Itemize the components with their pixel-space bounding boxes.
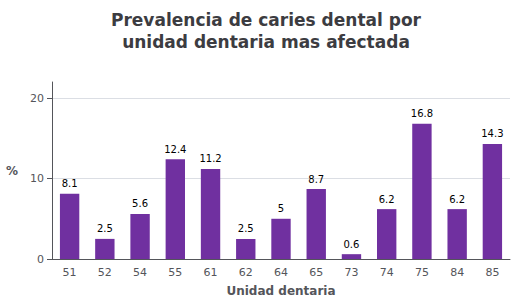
svg-text:12.4: 12.4 <box>164 144 186 155</box>
svg-text:84: 84 <box>450 266 464 279</box>
svg-text:8.1: 8.1 <box>62 178 78 189</box>
svg-text:0.6: 0.6 <box>344 239 360 250</box>
svg-text:11.2: 11.2 <box>199 153 221 164</box>
svg-text:75: 75 <box>415 266 429 279</box>
svg-text:52: 52 <box>98 266 112 279</box>
svg-text:Unidad dentaria: Unidad dentaria <box>226 284 335 298</box>
svg-text:unidad dentaria mas afectada: unidad dentaria mas afectada <box>122 32 410 52</box>
svg-text:14.3: 14.3 <box>481 128 503 139</box>
svg-text:51: 51 <box>63 266 77 279</box>
svg-text:16.8: 16.8 <box>411 108 433 119</box>
svg-text:65: 65 <box>309 266 323 279</box>
svg-text:62: 62 <box>239 266 253 279</box>
svg-text:20: 20 <box>30 92 44 105</box>
svg-text:%: % <box>6 164 18 178</box>
svg-text:61: 61 <box>204 266 218 279</box>
svg-text:73: 73 <box>344 266 358 279</box>
svg-text:74: 74 <box>380 266 394 279</box>
svg-text:5: 5 <box>278 203 284 214</box>
svg-text:85: 85 <box>485 266 499 279</box>
svg-text:0: 0 <box>37 253 44 266</box>
svg-text:2.5: 2.5 <box>238 223 254 234</box>
svg-text:10: 10 <box>30 172 44 185</box>
svg-text:6.2: 6.2 <box>449 194 465 205</box>
svg-text:Prevalencia de caries dental p: Prevalencia de caries dental por <box>111 10 422 30</box>
svg-text:8.7: 8.7 <box>308 174 324 185</box>
svg-text:5.6: 5.6 <box>132 198 148 209</box>
svg-text:6.2: 6.2 <box>379 194 395 205</box>
svg-text:2.5: 2.5 <box>97 223 113 234</box>
svg-text:64: 64 <box>274 266 288 279</box>
svg-text:54: 54 <box>133 266 147 279</box>
svg-text:55: 55 <box>168 266 182 279</box>
